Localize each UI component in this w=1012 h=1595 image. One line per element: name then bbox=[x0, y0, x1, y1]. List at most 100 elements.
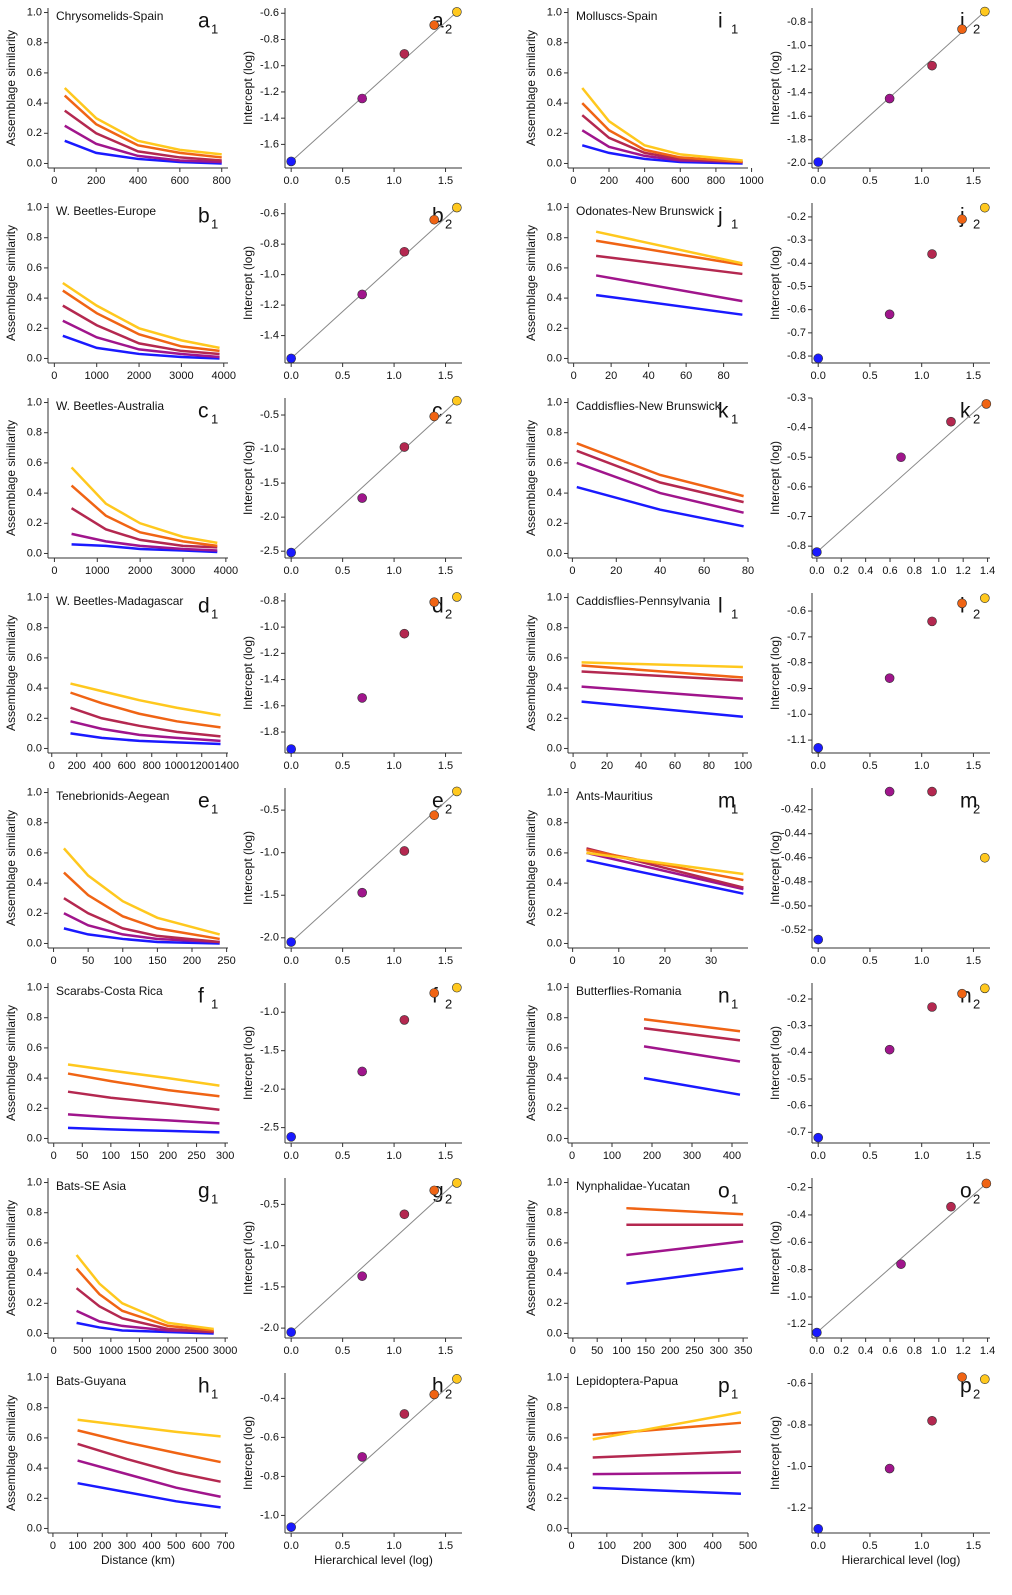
point bbox=[286, 547, 296, 558]
y-tick-label: 0.8 bbox=[547, 1207, 562, 1219]
y-axis-label: Assemblage similarity bbox=[4, 810, 18, 926]
y-tick-label: 0.0 bbox=[27, 352, 42, 364]
y-tick-label: 0.2 bbox=[547, 1297, 562, 1309]
panel-subscript: 2 bbox=[445, 1386, 452, 1401]
reference-line bbox=[817, 11, 986, 163]
point bbox=[452, 202, 462, 213]
y-tick-label: 0.0 bbox=[27, 157, 42, 169]
panel-subscript: 2 bbox=[445, 216, 452, 231]
x-tick-label: 0 bbox=[569, 1150, 575, 1162]
x-tick-label: 1.0 bbox=[386, 955, 401, 967]
y-tick-label: -1.0 bbox=[260, 443, 279, 455]
y-tick-label: 1.0 bbox=[27, 1371, 42, 1383]
x-tick-label: 3000 bbox=[213, 1345, 237, 1357]
point bbox=[884, 1044, 895, 1055]
fit-line bbox=[75, 1267, 214, 1332]
panel-subscript: 1 bbox=[211, 411, 218, 426]
y-tick-label: -0.8 bbox=[260, 1470, 279, 1482]
panel-letter: j bbox=[717, 205, 723, 228]
y-tick-label: -0.7 bbox=[787, 510, 806, 522]
point bbox=[896, 1259, 906, 1269]
y-tick-label: -2.0 bbox=[787, 157, 806, 169]
fit-line bbox=[64, 109, 222, 162]
y-tick-label: -1.4 bbox=[260, 329, 279, 341]
y-tick-label: 0.8 bbox=[27, 1012, 42, 1024]
fit-line bbox=[63, 912, 220, 944]
panel: -0.8 -0.7 -0.6 -0.5 -0.4 -0.3 0.0 0.2 0.4 0.6 0.8 1… bbox=[768, 392, 995, 577]
x-tick-label: 400 bbox=[704, 1540, 722, 1552]
x-tick-label: 0.5 bbox=[335, 1540, 350, 1552]
panel-letter: k bbox=[960, 400, 971, 423]
panel-letter: e bbox=[432, 790, 444, 813]
x-tick-label: 1200 bbox=[190, 760, 214, 772]
x-tick-label: 40 bbox=[635, 760, 647, 772]
y-tick-label: -2.0 bbox=[260, 1322, 279, 1334]
y-tick-label: 0.4 bbox=[27, 487, 42, 499]
y-tick-label: 0.4 bbox=[27, 1267, 42, 1279]
x-tick-label: 500 bbox=[73, 1345, 91, 1357]
y-tick-label: 0.0 bbox=[27, 742, 42, 754]
point bbox=[884, 93, 895, 104]
point bbox=[399, 1209, 410, 1220]
panel: -0.52 -0.50 -0.48 -0.46 -0.44 -0.42 0.0 0.5 1.0 1… bbox=[768, 786, 990, 967]
panel-letter: o bbox=[718, 1180, 730, 1203]
point bbox=[884, 309, 895, 320]
fit-line bbox=[643, 1017, 741, 1033]
y-tick-label: 0.0 bbox=[547, 1327, 562, 1339]
fit-line bbox=[581, 664, 743, 679]
point bbox=[813, 353, 824, 364]
x-tick-label: 0.0 bbox=[809, 1345, 824, 1357]
fit-line bbox=[63, 927, 220, 945]
point bbox=[429, 1185, 440, 1196]
panel: 0.0 0.2 0.4 0.6 0.8 1.0 0 100 200 300 400 Assemblag… bbox=[524, 981, 748, 1162]
fit-line bbox=[62, 847, 221, 936]
point bbox=[357, 289, 367, 300]
y-tick-label: 0.2 bbox=[547, 517, 562, 529]
panel-subscript: 1 bbox=[731, 1386, 738, 1401]
y-axis-label: Intercept (log) bbox=[241, 1416, 255, 1490]
panel-letter: g bbox=[198, 1180, 210, 1203]
point bbox=[957, 598, 967, 609]
fit-line bbox=[62, 289, 220, 353]
panel: -1.2 -1.0 -0.8 -0.6 0.0 0.5 1.0 1.5 Intercept (l… bbox=[768, 1372, 990, 1567]
y-tick-label: 1.0 bbox=[547, 1176, 562, 1188]
panel-subscript: 2 bbox=[973, 1386, 980, 1401]
y-tick-label: -0.4 bbox=[787, 257, 806, 269]
x-tick-label: 0.5 bbox=[335, 565, 350, 577]
y-tick-label: 0.8 bbox=[547, 1402, 562, 1414]
panel: -1.0 -0.8 -0.6 -0.4 0.0 0.5 1.0 1.5 Intercept (l… bbox=[241, 1373, 462, 1567]
x-tick-label: 0.0 bbox=[284, 175, 299, 187]
panel: -0.8 -0.7 -0.6 -0.5 -0.4 -0.3 -0.2 0.0 0.5 1.0 1.5… bbox=[768, 202, 990, 382]
fit-line bbox=[70, 706, 221, 738]
fit-line bbox=[62, 281, 220, 350]
x-tick-label: 800 bbox=[143, 760, 161, 772]
point bbox=[429, 988, 440, 998]
fit-line bbox=[67, 1113, 220, 1125]
y-tick-label: -0.5 bbox=[787, 1073, 806, 1085]
y-axis-label: Assemblage similarity bbox=[4, 615, 18, 731]
reference-line bbox=[290, 791, 458, 943]
x-tick-label: 80 bbox=[718, 370, 730, 382]
y-tick-label: -1.4 bbox=[260, 112, 279, 124]
y-axis-label: Assemblage similarity bbox=[524, 420, 538, 536]
point bbox=[286, 1522, 296, 1532]
y-axis-label: Assemblage similarity bbox=[4, 1395, 18, 1511]
y-tick-label: 0.6 bbox=[27, 1237, 42, 1249]
y-tick-label: 0.8 bbox=[547, 1012, 562, 1024]
fit-line bbox=[576, 485, 744, 528]
y-axis-label: Assemblage similarity bbox=[4, 1005, 18, 1121]
x-tick-label: 0 bbox=[50, 955, 56, 967]
y-tick-label: -1.2 bbox=[260, 647, 279, 659]
y-tick-label: 0.4 bbox=[547, 1462, 562, 1474]
x-tick-label: 0.5 bbox=[335, 955, 350, 967]
fit-line bbox=[576, 461, 744, 514]
x-tick-label: 300 bbox=[216, 1150, 234, 1162]
panel-title: Bats-Guyana bbox=[56, 1374, 126, 1388]
y-tick-label: -0.8 bbox=[260, 595, 279, 607]
panel-subscript: 2 bbox=[973, 606, 980, 621]
fit-line bbox=[592, 1450, 741, 1459]
x-tick-label: 1.0 bbox=[931, 565, 946, 577]
x-tick-label: 250 bbox=[187, 1150, 205, 1162]
point bbox=[980, 202, 990, 213]
panel-letter: m bbox=[718, 790, 736, 813]
